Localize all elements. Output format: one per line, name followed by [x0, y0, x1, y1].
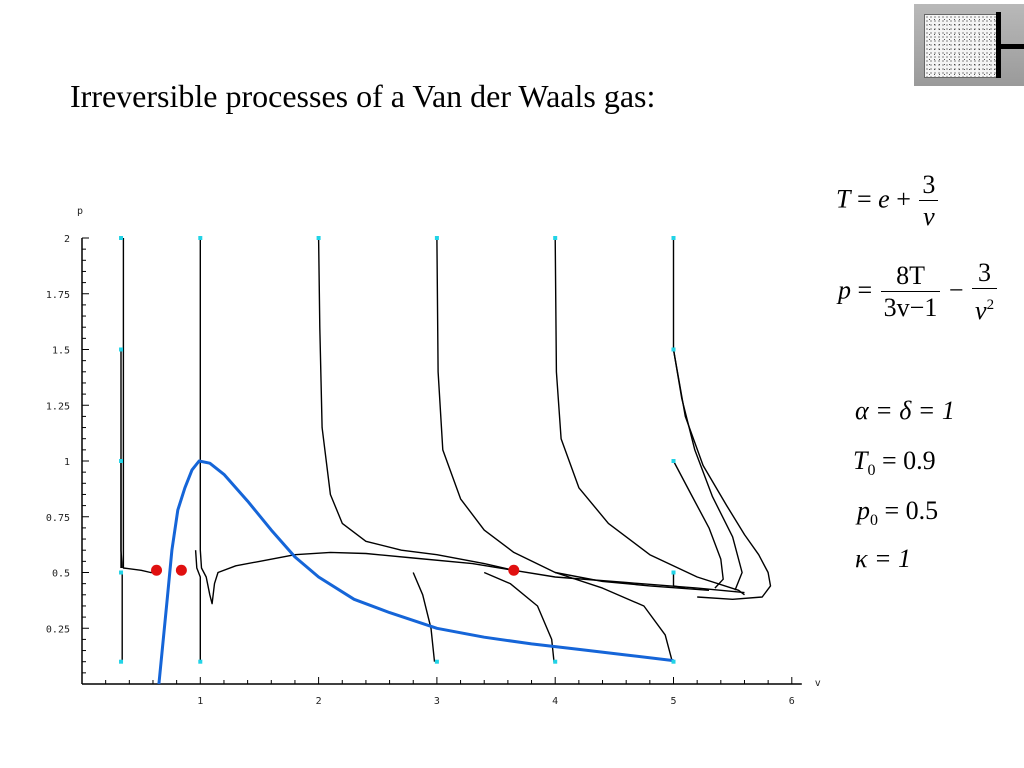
process-curve	[436, 237, 710, 591]
p0-param: p0 = 0.5	[857, 496, 939, 529]
piston-rod	[1000, 44, 1024, 49]
start-point	[198, 236, 203, 240]
y-tick-label: 0.25	[46, 624, 70, 635]
start-point	[671, 459, 676, 463]
y-tick-label: 0.75	[46, 513, 70, 524]
start-point	[198, 659, 203, 664]
x-tick-label: 6	[789, 696, 795, 707]
spinodal-curve	[157, 459, 674, 685]
piston-cylinder-icon	[914, 4, 1024, 86]
chart-curves	[120, 237, 772, 685]
x-axis-label: v	[815, 678, 821, 689]
x-tick-label: 1	[197, 696, 203, 707]
start-point	[119, 570, 124, 575]
process-curve	[672, 460, 724, 589]
start-point	[119, 459, 124, 463]
start-point	[119, 236, 124, 240]
process-curve	[672, 572, 686, 589]
start-point	[671, 570, 676, 575]
y-tick-label: 1	[64, 457, 70, 468]
start-point	[671, 236, 676, 240]
process-curve	[122, 238, 159, 574]
kappa-param: κ = 1	[855, 544, 912, 573]
process-curve	[554, 237, 745, 596]
process-curve	[672, 238, 772, 600]
process-curve	[554, 571, 673, 662]
slide-title: Irreversible processes of a Van der Waal…	[70, 78, 656, 114]
process-curve	[483, 571, 555, 662]
chart-axes: 1 2 3 4 5 6 0.25 0.5 0.75 1 1.25 1.5 1.75 2 v p	[46, 206, 821, 707]
start-point	[553, 236, 558, 240]
y-tick-label: 1.25	[46, 401, 70, 412]
x-tick-label: 4	[552, 696, 558, 707]
alpha-delta-param: α = δ = 1	[855, 396, 955, 425]
t0-param: T0 = 0.9	[853, 446, 936, 479]
y-tick-label: 1.5	[52, 346, 70, 357]
x-tick-label: 5	[670, 696, 676, 707]
process-curve	[317, 237, 514, 571]
start-point	[671, 659, 676, 664]
y-tick-label: 2	[64, 234, 70, 245]
process-curve	[412, 572, 436, 662]
x-tick-label: 2	[316, 696, 322, 707]
y-tick-label: 0.5	[52, 569, 70, 580]
process-curve	[199, 238, 745, 605]
equilibrium-point	[175, 564, 187, 576]
y-tick-label: 1.75	[46, 290, 70, 301]
start-point	[553, 659, 558, 664]
process-curve	[194, 550, 201, 662]
start-point	[119, 347, 124, 352]
start-point	[434, 659, 439, 664]
start-point	[119, 659, 124, 664]
chart-markers	[119, 236, 676, 664]
equilibrium-point	[151, 564, 163, 576]
equilibrium-point	[508, 564, 520, 576]
x-tick-label: 3	[434, 696, 440, 707]
piston-plate	[996, 12, 1001, 78]
start-point	[671, 347, 676, 352]
start-point	[316, 236, 321, 240]
pressure-equation: p = 8T 3v−1 − 3 v2	[838, 258, 999, 327]
process-curve	[672, 349, 743, 591]
start-point	[434, 236, 439, 240]
y-axis-label: p	[77, 206, 83, 217]
